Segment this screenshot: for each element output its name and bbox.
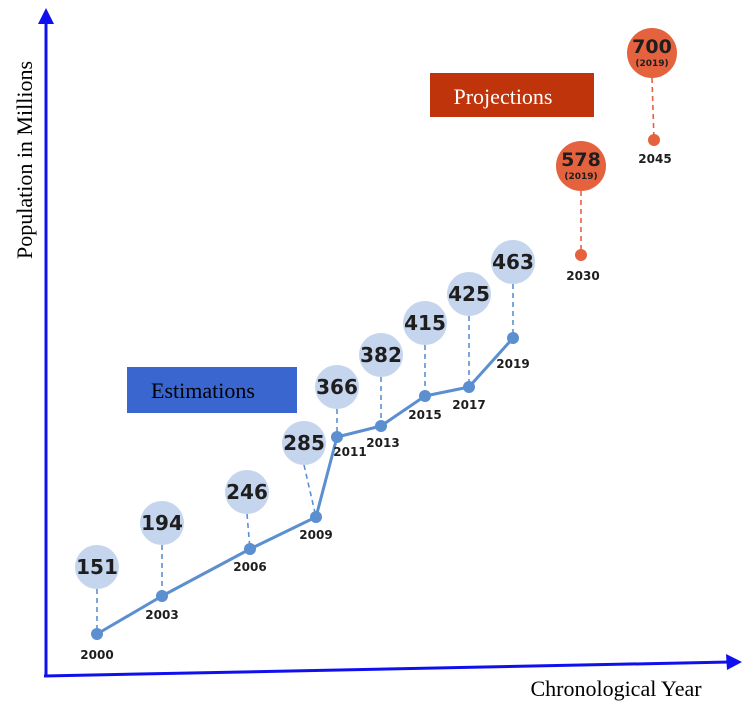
legend-box-estimations (127, 367, 297, 413)
y-axis-arrow (38, 8, 54, 24)
value-label-2015: 415 (404, 311, 446, 335)
point-2013 (375, 420, 387, 432)
point-2006 (244, 543, 256, 555)
year-label-2013: 2013 (366, 436, 399, 450)
point-2009 (310, 511, 322, 523)
stem-2009 (303, 464, 317, 518)
value-sublabel-2045: (2019) (635, 59, 668, 69)
bubble-2003 (140, 501, 184, 545)
legend-box-projections (430, 73, 594, 117)
point-2015 (419, 390, 431, 402)
value-label-2011: 366 (316, 375, 358, 399)
point-2019 (507, 332, 519, 344)
year-label-2006: 2006 (233, 560, 266, 574)
point-2000 (91, 628, 103, 640)
point-2030 (575, 249, 587, 261)
value-label-2019: 463 (492, 250, 534, 274)
bubble-2019 (491, 240, 535, 284)
value-label-2009: 285 (283, 431, 325, 455)
bubble-2013 (359, 333, 403, 377)
x-axis-title: Chronological Year (530, 676, 702, 701)
bubble-2030 (556, 141, 606, 191)
year-label-2015: 2015 (408, 408, 441, 422)
year-label-2017: 2017 (452, 398, 485, 412)
point-2017 (463, 381, 475, 393)
bubble-2011 (315, 365, 359, 409)
year-label-2045: 2045 (638, 152, 671, 166)
point-2003 (156, 590, 168, 602)
bubble-2045 (627, 28, 677, 78)
x-axis-arrow (726, 654, 742, 670)
axes (38, 8, 742, 678)
value-label-2003: 194 (141, 511, 183, 535)
legend: Estimations Projections (127, 73, 594, 413)
bubble-2015 (403, 301, 447, 345)
year-label-2009: 2009 (299, 528, 332, 542)
value-label-2000: 151 (76, 555, 118, 579)
year-label-2003: 2003 (145, 608, 178, 622)
value-label-2017: 425 (448, 282, 490, 306)
bubble-2000 (75, 545, 119, 589)
year-label-2011: 2011 (333, 445, 366, 459)
stem-2045 (651, 77, 655, 141)
bubble-2006 (225, 470, 269, 514)
value-label-2013: 382 (360, 343, 402, 367)
x-axis-line (43, 660, 731, 678)
value-label-2045: 700 (632, 36, 672, 58)
data-marks: 151 2000 194 2003 246 2006 285 2009 366 2011 382 20… (75, 28, 677, 662)
value-label-2030: 578 (561, 149, 601, 171)
year-label-2000: 2000 (80, 648, 113, 662)
legend-label-estimations: Estimations (151, 378, 255, 403)
bubble-2017 (447, 272, 491, 316)
point-2045 (648, 134, 660, 146)
y-axis-title: Population in Millions (12, 61, 37, 259)
value-sublabel-2030: (2019) (564, 172, 597, 182)
point-2011 (331, 431, 343, 443)
bubble-2009 (282, 421, 326, 465)
legend-label-projections: Projections (454, 84, 553, 109)
year-label-2030: 2030 (566, 269, 599, 283)
value-label-2006: 246 (226, 480, 268, 504)
year-label-2019: 2019 (496, 357, 529, 371)
